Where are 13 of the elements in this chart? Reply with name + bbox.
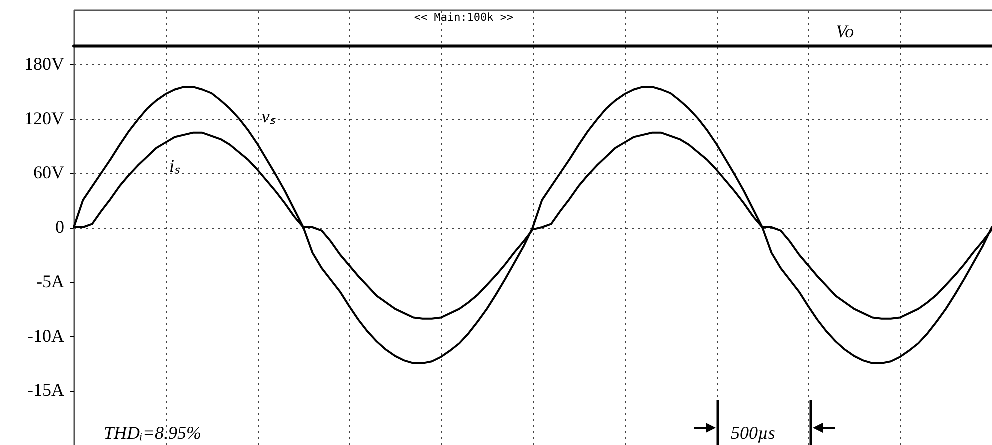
annotation: THDᵢ=8.95% [104,423,202,443]
y2-tick-label: -10A [28,326,64,346]
annotation: 500µs [731,423,776,443]
series-label: vₛ [262,106,276,127]
y-tick-label: 0 [56,217,64,237]
y-tick-label: 180V [24,54,64,74]
y-tick-label: 60V [34,162,64,183]
y2-tick-label: -15A [28,380,64,400]
annotation: << Main:100k >> [414,11,514,24]
series-label: Vo [836,21,854,42]
y2-tick-label: -5A [36,271,64,292]
y-tick-label: 120V [24,108,64,128]
series-label: iₛ [169,156,180,176]
